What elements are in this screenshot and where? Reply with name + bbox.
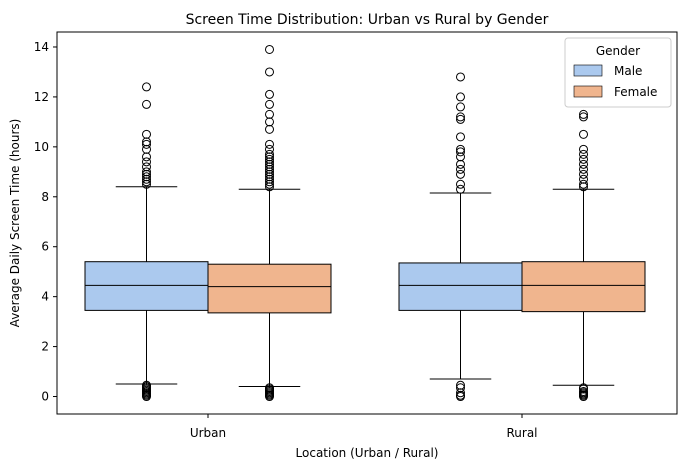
outlier-point-male-urban [142,162,151,172]
outlier-point-male-rural [456,144,465,154]
outlier-point-male-rural [456,390,465,400]
outlier-point-male-rural [456,114,465,124]
y-tick-label: 2 [41,340,49,354]
outlier-point-male-urban [142,179,151,189]
outlier-point-male-rural [456,152,465,162]
chart-title: Screen Time Distribution: Urban vs Rural… [186,12,549,28]
y-axis-label: Average Daily Screen Time (hours) [8,119,22,328]
outlier-point-male-urban [142,137,151,147]
y-tick-label: 6 [41,240,49,254]
outlier-point-female-rural [579,182,588,192]
outlier-point-female-urban [265,117,274,127]
outlier-point-female-rural [579,383,588,393]
legend-swatch-female [573,85,603,98]
outlier-point-female-urban [265,383,274,393]
outlier-point-male-urban [142,167,151,177]
outlier-point-female-rural [579,129,588,139]
outlier-point-male-rural [456,132,465,142]
outlier-point-male-rural [456,102,465,112]
outlier-point-male-rural [456,383,465,393]
outlier-point-male-rural [456,112,465,122]
outlier-point-male-urban [142,169,151,179]
y-tick-label: 12 [34,90,49,104]
y-tick-label: 0 [41,390,49,404]
y-tick-label: 4 [41,290,49,304]
outlier-point-male-rural [456,169,465,179]
outlier-point-female-rural [579,169,588,179]
legend-label-male: Male [614,64,642,78]
plot-frame [56,31,678,415]
x-tick-label: Rural [506,426,537,440]
outlier-point-female-urban [265,44,274,54]
outlier-point-female-urban [265,164,274,174]
outlier-point-male-urban [142,157,151,167]
outlier-point-female-urban [265,144,274,154]
outlier-point-male-urban [142,129,151,139]
outlier-point-male-urban [142,380,151,390]
box-male-rural [398,262,523,311]
outlier-point-female-rural [579,164,588,174]
outlier-point-female-rural [579,149,588,159]
outlier-point-male-urban [142,177,151,187]
outlier-point-male-rural [456,164,465,174]
outlier-point-female-urban [265,139,274,149]
outlier-point-female-urban [265,167,274,177]
legend-label-female: Female [614,85,657,99]
outlier-point-male-rural [456,72,465,82]
y-tick-label: 10 [34,140,49,154]
outlier-point-male-rural [456,388,465,398]
outlier-point-female-urban [265,149,274,159]
legend-title: Gender [596,44,640,58]
outlier-point-male-urban [142,82,151,92]
outlier-point-female-urban [265,159,274,169]
outlier-point-male-urban [142,152,151,162]
outlier-point-female-rural [579,154,588,164]
outlier-point-female-urban [265,182,274,192]
outlier-point-female-urban [265,99,274,109]
outlier-point-male-rural [456,159,465,169]
box-female-urban [207,263,332,314]
outlier-point-female-urban [265,152,274,162]
outlier-point-male-rural [456,380,465,390]
outlier-point-female-rural [579,144,588,154]
outlier-point-female-urban [265,169,274,179]
legend-swatch-male [573,64,603,77]
x-tick-label: Urban [190,426,226,440]
box-male-urban [84,261,209,311]
outlier-point-female-urban [265,154,274,164]
outlier-point-male-urban [142,172,151,182]
box-female-rural [521,261,646,313]
outlier-point-female-urban [265,89,274,99]
outlier-point-male-urban [142,144,151,154]
y-tick-label: 14 [34,40,49,54]
y-tick-label: 8 [41,190,49,204]
outlier-point-male-rural [456,179,465,189]
plot-area: 0 2 4 6 8 10 12 14 Urban Rural [34,40,646,440]
x-axis-label: Location (Urban / Rural) [296,446,439,460]
outlier-point-female-rural [579,112,588,122]
outlier-point-female-urban [265,174,274,184]
outlier-point-male-rural [456,147,465,157]
outlier-point-female-rural [579,109,588,119]
outlier-point-female-rural [579,174,588,184]
outlier-point-female-urban [265,172,274,182]
outlier-point-female-rural [579,179,588,189]
outlier-point-female-rural [579,159,588,169]
outlier-point-male-urban [142,139,151,149]
outlier-point-female-urban [265,179,274,189]
outlier-point-female-urban [265,162,274,172]
outlier-point-female-urban [265,124,274,134]
outlier-point-female-rural [579,387,588,397]
outlier-point-female-urban [265,157,274,167]
outlier-point-female-urban [265,67,274,77]
outlier-point-male-rural [456,184,465,194]
outlier-point-female-urban [265,177,274,187]
legend: Gender Male Female [564,37,672,108]
outlier-point-male-urban [142,99,151,109]
outlier-point-male-rural [456,92,465,102]
outlier-point-male-urban [142,174,151,184]
outlier-point-female-urban [265,109,274,119]
